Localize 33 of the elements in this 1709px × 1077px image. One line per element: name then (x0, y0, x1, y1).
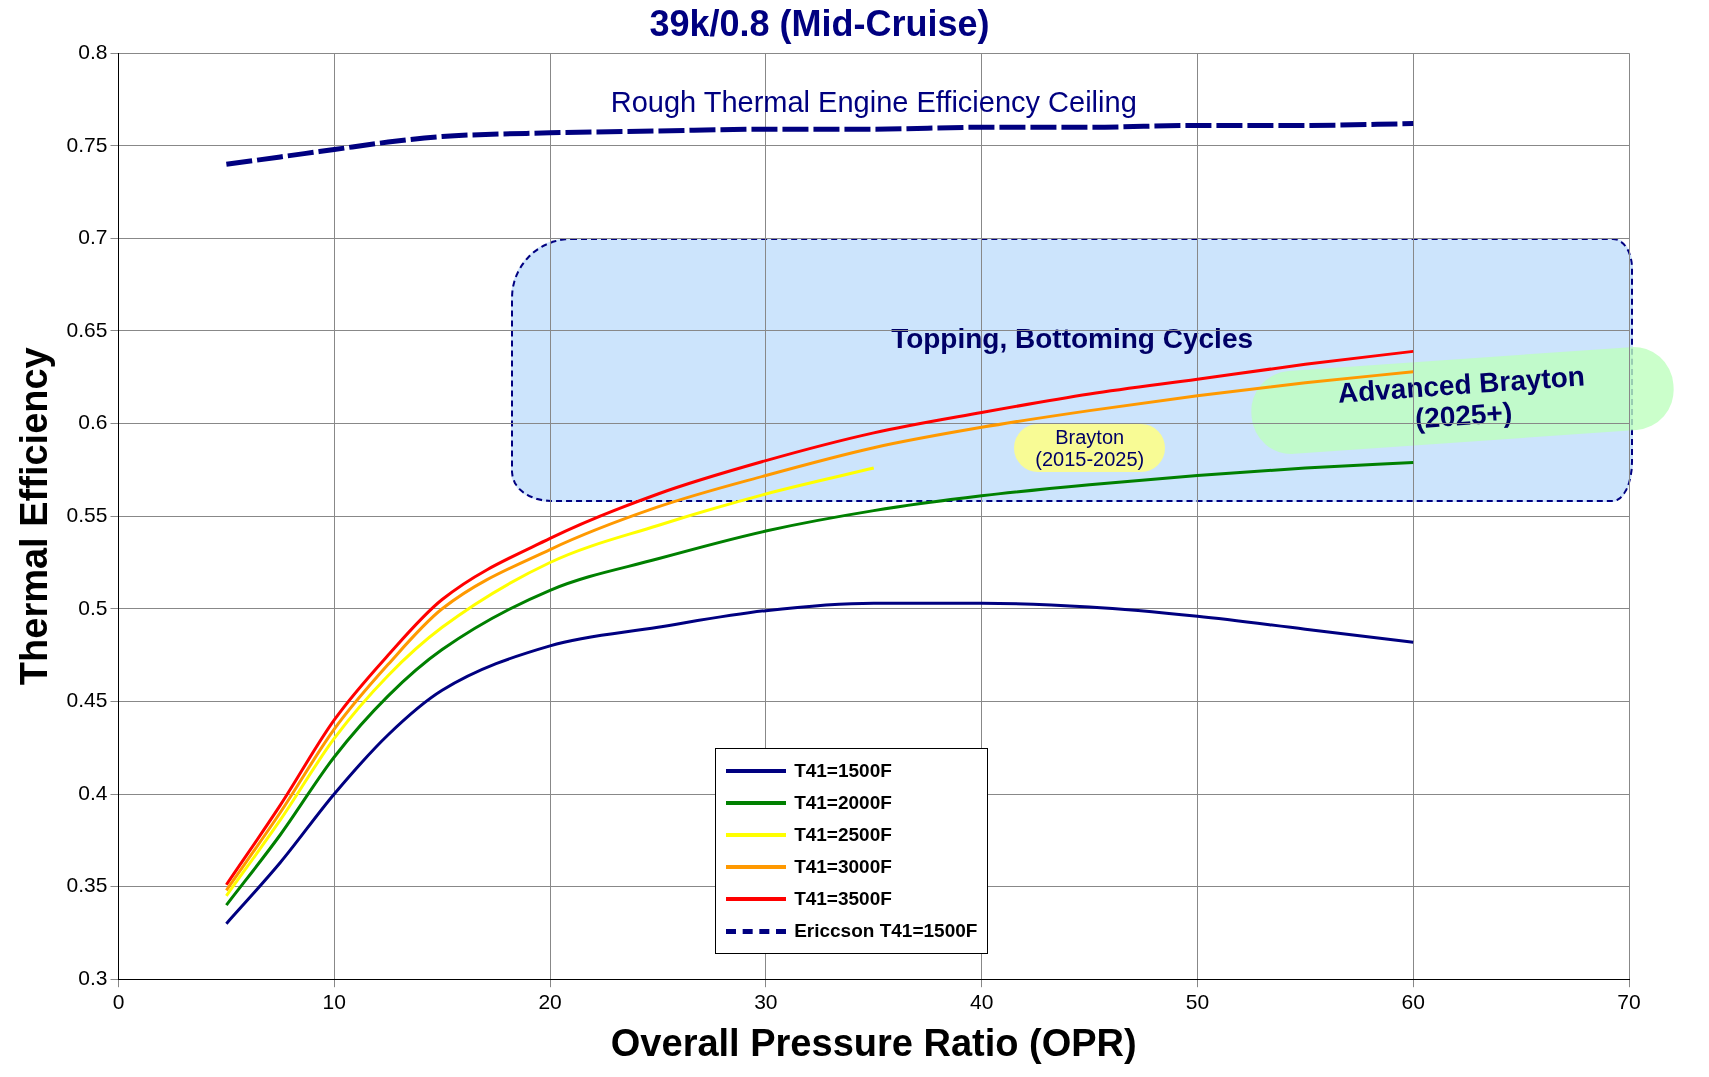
x-tick-label: 30 (754, 989, 778, 1013)
y-tick-label: 0.55 (66, 503, 108, 526)
y-tick-label: 0.6 (78, 410, 108, 434)
y-tick-label: 0.8 (78, 40, 108, 63)
line-series (224, 601, 1415, 926)
x-tick-label: 50 (1185, 989, 1210, 1013)
region-shape: Brayton (2015-2025) (1014, 423, 1166, 472)
y-tick-label: 0.75 (66, 132, 108, 156)
y-tick-label: 0.5 (78, 595, 108, 619)
legend-label: T41=1500F (794, 760, 892, 783)
x-tick-label: 20 (538, 989, 562, 1013)
x-tick-label: 10 (322, 989, 346, 1013)
x-tick-label: 0 (112, 989, 125, 1013)
y-tick-label: 0.3 (78, 966, 108, 989)
x-axis-title: Overall Pressure Ratio (OPR) (610, 1021, 1137, 1064)
y-tick-label: 0.65 (66, 317, 108, 341)
legend-label: T41=2000F (794, 792, 892, 815)
annotation: Advanced Brayton (2025+) (1337, 360, 1588, 436)
x-tick-label: 40 (969, 989, 994, 1013)
y-tick-label: 0.7 (78, 225, 108, 249)
annotation: Brayton (2015-2025) (1035, 425, 1145, 470)
legend-label: T41=3500F (794, 888, 892, 911)
legend-label: T41=2500F (794, 824, 892, 847)
legend-label: T41=3000F (794, 856, 892, 879)
y-tick-label: 0.4 (78, 780, 108, 804)
x-tick-label: 60 (1401, 989, 1425, 1013)
y-tick-label: 0.45 (66, 688, 108, 712)
y-tick-label: 0.35 (66, 873, 108, 897)
annotation: Rough Thermal Engine Efficiency Ceiling (610, 86, 1137, 119)
y-axis-title: Thermal Efficiency (13, 347, 56, 686)
x-tick-label: 70 (1617, 989, 1641, 1013)
chart-title: 39k/0.8 (Mid-Cruise) (649, 2, 990, 44)
legend-label: Ericcson T41=1500F (794, 920, 978, 943)
